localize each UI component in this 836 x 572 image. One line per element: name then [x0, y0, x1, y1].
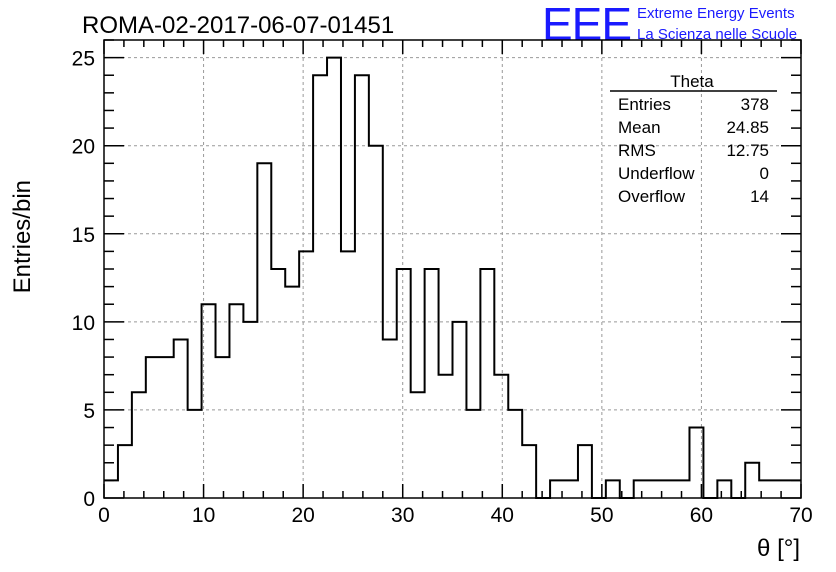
logo-mark: EEE [542, 0, 631, 50]
x-tick-label: 40 [491, 504, 514, 527]
y-tick-label: 10 [72, 312, 95, 335]
stats-row-label: Entries [618, 95, 671, 114]
x-tick-label: 30 [391, 504, 414, 527]
x-tick-labels: 0 10 20 30 40 50 60 70 [98, 504, 813, 527]
stats-row-label: Mean [618, 118, 661, 137]
stats-row-label: Overflow [618, 187, 686, 206]
stats-title: Theta [670, 72, 714, 91]
x-tick-label: 60 [690, 504, 713, 527]
stats-row-value: 12.75 [726, 141, 769, 160]
histogram-series [104, 56, 801, 499]
x-axis-title: θ [°] [757, 535, 800, 562]
y-tick-labels: 0 5 10 15 20 25 [72, 48, 95, 511]
grid-lines [104, 40, 801, 498]
logo-line-2: La Scienza nelle Scuole [637, 26, 797, 43]
y-tick-label: 20 [72, 136, 95, 159]
x-tick-label: 70 [789, 504, 812, 527]
x-tick-label: 50 [590, 504, 613, 527]
y-axis-title: Entries/bin [9, 180, 36, 293]
logo-line-1: Extreme Energy Events [637, 5, 795, 22]
x-tick-label: 20 [291, 504, 314, 527]
stats-row-label: Underflow [618, 164, 695, 183]
eee-logo: EEE Extreme Energy Events La Scienza nel… [542, 0, 797, 50]
y-tick-label: 15 [72, 224, 95, 247]
stats-row-label: RMS [618, 141, 656, 160]
stats-row-value: 378 [741, 95, 769, 114]
axis-ticks [103, 39, 802, 499]
x-tick-label: 0 [98, 504, 110, 527]
x-tick-label: 10 [192, 504, 215, 527]
stats-row-value: 0 [760, 164, 769, 183]
y-tick-label: 5 [83, 400, 95, 423]
y-tick-label: 25 [72, 48, 95, 71]
y-tick-label: 0 [83, 488, 95, 511]
plot-frame [103, 39, 802, 499]
chart-title: ROMA-02-2017-06-07-01451 [82, 12, 394, 39]
stats-row-value: 14 [750, 187, 769, 206]
stats-rows: Entries 378 Mean 24.85 RMS 12.75 Underflow 0 Ove… [618, 95, 769, 206]
stats-box: Theta Entries 378 Mean 24.85 RMS 12.75 Underfl… [610, 72, 777, 206]
stats-row-value: 24.85 [726, 118, 769, 137]
